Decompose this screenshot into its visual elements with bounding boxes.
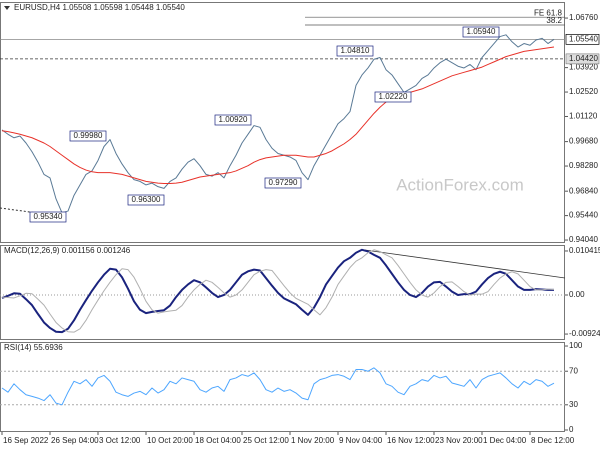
y-tick-label: 1.06760 [569, 13, 598, 22]
x-tick-label: 18 Oct 04:00 [195, 436, 241, 445]
rsi-panel-frame [0, 342, 565, 432]
annotation-box [374, 91, 412, 103]
fib-label: 38.2 [546, 16, 562, 25]
x-tick-label: 10 Oct 20:00 [147, 436, 193, 445]
series-line [1, 248, 554, 334]
y-tick-label: 1.03920 [569, 63, 598, 72]
y-tick-label: 0.95440 [569, 211, 598, 220]
price-box [565, 33, 600, 45]
annotation-box [214, 114, 252, 126]
annotation-label: 1.05940 [467, 27, 496, 36]
y-tick-label: 0.94040 [569, 235, 598, 244]
y-tick-label: 0.010415 [569, 246, 600, 255]
macd-panel-frame [0, 245, 565, 340]
support-label: 1.04420 [569, 54, 598, 63]
chart-title: EURUSD,H4 1.05508 1.05598 1.05448 1.0554… [14, 3, 185, 12]
x-tick-label: 23 Nov 20:00 [435, 436, 483, 445]
x-tick-label: 16 Sep 2022 [3, 436, 49, 445]
y-tick-label: 1.02520 [569, 87, 598, 96]
macd-title: MACD(12,26,9) 0.001156 0.001246 [4, 246, 131, 255]
current-price-label: 1.05540 [569, 34, 598, 43]
y-tick-label: 0.99680 [569, 137, 598, 146]
y-tick-label: 70 [569, 366, 578, 375]
series-line [1, 34, 555, 214]
x-tick-label: 25 Oct 12:00 [243, 436, 289, 445]
y-tick-label: 0.98280 [569, 161, 598, 170]
watermark: ActionForex.com [396, 175, 524, 194]
annotation-label: 0.96300 [132, 195, 161, 204]
series-line [1, 46, 555, 184]
y-tick-label: 0 [569, 425, 574, 434]
y-tick-label: 0.00 [569, 290, 585, 299]
annotation-label: 0.99980 [74, 131, 103, 140]
macd-trend-line [364, 249, 566, 279]
annotation-box [69, 130, 107, 142]
y-tick-label: 30 [569, 400, 578, 409]
series-line [1, 249, 555, 333]
x-tick-label: 9 Nov 04:00 [339, 436, 383, 445]
x-tick-label: 3 Oct 12:00 [99, 436, 141, 445]
annotation-label: 1.00920 [219, 115, 248, 124]
menu-icon [4, 6, 10, 10]
x-tick-label: 26 Sep 04:00 [51, 436, 99, 445]
x-tick-label: 1 Nov 20:00 [291, 436, 335, 445]
annotation-box [462, 26, 500, 38]
x-tick-label: 8 Dec 12:00 [531, 436, 575, 445]
price-panel-frame [0, 2, 565, 243]
x-tick-label: 1 Dec 04:00 [483, 436, 527, 445]
rsi-title: RSI(14) 55.6936 [4, 343, 63, 352]
y-tick-label: -0.009244 [569, 329, 600, 338]
x-tick-label: 16 Nov 12:00 [387, 436, 435, 445]
annotation-label: 1.02220 [379, 92, 408, 101]
annotation-label: 0.95340 [34, 212, 63, 221]
annotation-box [127, 194, 165, 206]
annotation-box [29, 211, 67, 223]
annotation-box [336, 45, 374, 57]
price-box [565, 53, 600, 65]
y-tick-label: 100 [569, 341, 583, 350]
y-tick-label: 0.96840 [569, 186, 598, 195]
fib-label: FE 61.8 [534, 8, 563, 17]
annotation-label: 0.97290 [269, 178, 298, 187]
y-tick-label: 1.01120 [569, 112, 598, 121]
annotation-label: 1.04810 [341, 46, 370, 55]
series-line [1, 367, 555, 406]
annotation-box [264, 177, 302, 189]
